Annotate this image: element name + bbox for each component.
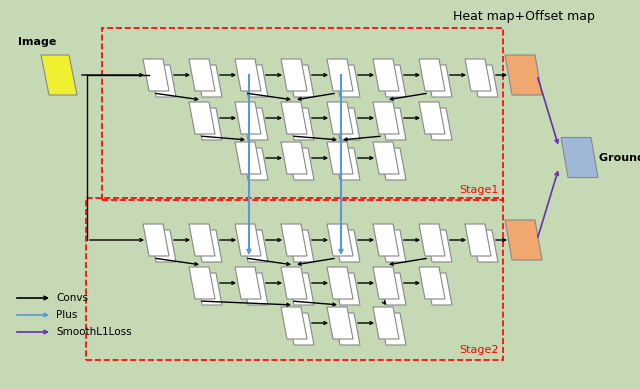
Polygon shape (327, 307, 353, 339)
Polygon shape (288, 108, 314, 140)
Polygon shape (235, 59, 261, 91)
Polygon shape (419, 224, 445, 256)
Polygon shape (288, 313, 314, 345)
Polygon shape (419, 267, 445, 299)
Polygon shape (426, 65, 452, 97)
Polygon shape (426, 273, 452, 305)
Text: Ground truth: Ground truth (599, 152, 640, 163)
Polygon shape (288, 230, 314, 262)
Polygon shape (242, 148, 268, 180)
Polygon shape (327, 267, 353, 299)
Polygon shape (196, 273, 222, 305)
Polygon shape (373, 59, 399, 91)
Polygon shape (235, 102, 261, 134)
Polygon shape (281, 307, 307, 339)
Polygon shape (380, 313, 406, 345)
Polygon shape (327, 102, 353, 134)
Polygon shape (143, 59, 169, 91)
Bar (102, 28, 503, 200)
Polygon shape (334, 230, 360, 262)
Polygon shape (281, 267, 307, 299)
Polygon shape (373, 102, 399, 134)
Polygon shape (472, 65, 498, 97)
Polygon shape (281, 59, 307, 91)
Polygon shape (235, 142, 261, 174)
Polygon shape (419, 102, 445, 134)
Polygon shape (327, 142, 353, 174)
Polygon shape (373, 267, 399, 299)
Text: SmoothL1Loss: SmoothL1Loss (56, 327, 132, 337)
Polygon shape (281, 142, 307, 174)
Polygon shape (143, 224, 169, 256)
Polygon shape (419, 59, 445, 91)
Polygon shape (472, 230, 498, 262)
Polygon shape (373, 307, 399, 339)
Polygon shape (380, 148, 406, 180)
Polygon shape (327, 59, 353, 91)
Polygon shape (465, 224, 491, 256)
Polygon shape (380, 230, 406, 262)
Polygon shape (288, 148, 314, 180)
Polygon shape (281, 102, 307, 134)
Polygon shape (242, 273, 268, 305)
Polygon shape (380, 273, 406, 305)
Polygon shape (380, 65, 406, 97)
Polygon shape (235, 224, 261, 256)
Polygon shape (373, 142, 399, 174)
Polygon shape (327, 224, 353, 256)
Polygon shape (242, 108, 268, 140)
Text: Heat map+Offset map: Heat map+Offset map (452, 10, 595, 23)
Polygon shape (380, 108, 406, 140)
Polygon shape (334, 273, 360, 305)
Text: Convs: Convs (56, 293, 88, 303)
Text: Stage1: Stage1 (460, 185, 499, 195)
Polygon shape (505, 220, 542, 260)
Polygon shape (196, 65, 222, 97)
Text: Plus: Plus (56, 310, 77, 320)
Polygon shape (505, 55, 542, 95)
Polygon shape (426, 108, 452, 140)
Polygon shape (235, 267, 261, 299)
Polygon shape (242, 230, 268, 262)
Polygon shape (150, 230, 176, 262)
Polygon shape (196, 230, 222, 262)
Polygon shape (288, 65, 314, 97)
Polygon shape (189, 102, 215, 134)
Polygon shape (189, 59, 215, 91)
Polygon shape (426, 230, 452, 262)
Polygon shape (196, 108, 222, 140)
Text: Stage2: Stage2 (460, 345, 499, 355)
Polygon shape (334, 313, 360, 345)
Polygon shape (288, 273, 314, 305)
Polygon shape (189, 224, 215, 256)
Polygon shape (465, 59, 491, 91)
Polygon shape (373, 224, 399, 256)
Polygon shape (334, 148, 360, 180)
Polygon shape (281, 224, 307, 256)
Bar (86, 198, 503, 360)
Polygon shape (242, 65, 268, 97)
Polygon shape (561, 137, 598, 177)
Polygon shape (189, 267, 215, 299)
Text: Image: Image (18, 37, 56, 47)
Polygon shape (334, 65, 360, 97)
Polygon shape (41, 55, 77, 95)
Polygon shape (150, 65, 176, 97)
Polygon shape (334, 108, 360, 140)
